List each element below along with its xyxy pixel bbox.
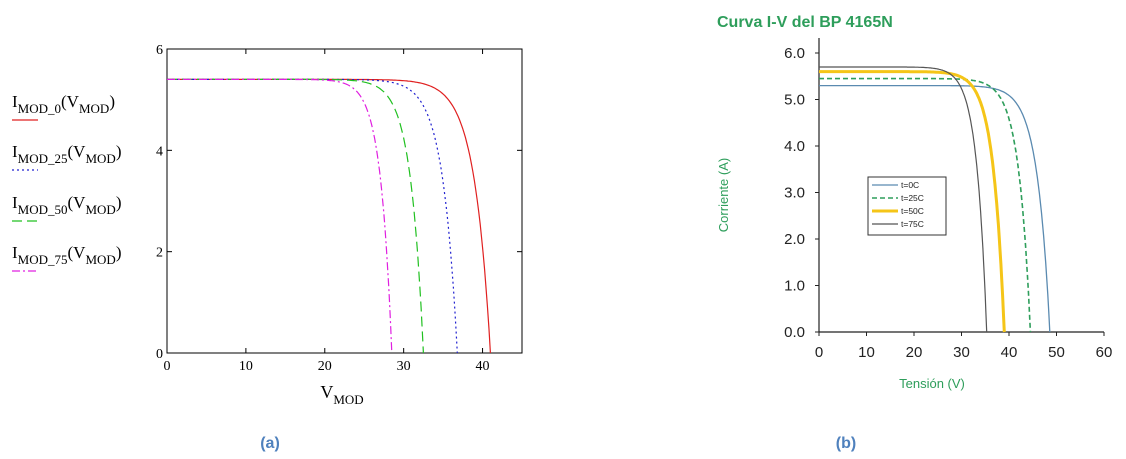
chart-b-legend-label-3: t=75C — [901, 219, 924, 229]
chart-b-legend-label-1: t=25C — [901, 193, 924, 203]
chart-b: Curva I-V del BP 4165N 0 10 20 30 40 50 60 0.0 1… — [716, 14, 1112, 391]
panel-label-a: (a) — [260, 435, 280, 452]
chart-a-series-0 — [167, 78, 491, 354]
chart-a-legend-entry-2: IMOD_50(VMOD) — [12, 193, 121, 217]
chart-b-legend: t=0C t=25C t=50C t=75C — [867, 176, 947, 236]
chart-b-series-lines — [818, 66, 1051, 333]
chart-a-series-3 — [167, 78, 393, 354]
chart-b-x-tick-label: 50 — [1048, 344, 1065, 361]
chart-b-y-tick-label: 4.0 — [784, 138, 805, 155]
chart-b-y-axis-label: Corriente (A) — [716, 158, 731, 232]
chart-b-x-tick-label: 20 — [906, 344, 923, 361]
chart-b-series-2 — [819, 70, 1006, 333]
chart-a-legend: IMOD_0(VMOD) IMOD_25(VMOD) IMOD_50(VMOD) IM… — [12, 92, 121, 272]
chart-b-legend-label-2: t=50C — [901, 206, 924, 216]
chart-b-x-tick-label: 40 — [1001, 344, 1018, 361]
chart-a-legend-entry-0: IMOD_0(VMOD) — [12, 92, 115, 116]
chart-a-legend-entry-3: IMOD_75(VMOD) — [12, 243, 121, 267]
chart-b-ticks: 0 10 20 30 40 50 60 0.0 1.0 2.0 3.0 4.0 5.0 6.0 — [784, 45, 1112, 361]
chart-b-y-tick-label: 0.0 — [784, 324, 805, 341]
chart-b-y-tick-label: 1.0 — [784, 278, 805, 295]
chart-b-series-1 — [819, 77, 1032, 333]
chart-a-legend-entry-1: IMOD_25(VMOD) — [12, 142, 121, 166]
chart-b-x-tick-label: 60 — [1096, 344, 1113, 361]
chart-a-series-1 — [167, 78, 458, 354]
chart-a-x-tick-label: 10 — [239, 359, 253, 374]
chart-b-y-tick-label: 5.0 — [784, 92, 805, 109]
chart-b-y-tick-label: 2.0 — [784, 231, 805, 248]
chart-a-x-tick-label: 30 — [397, 359, 411, 374]
chart-a-y-tick-label: 4 — [156, 144, 163, 159]
chart-a-y-tick-label: 2 — [156, 246, 163, 261]
chart-a-x-axis-label: VMOD — [320, 382, 363, 407]
chart-b-series-0 — [819, 84, 1051, 333]
chart-a-y-tick-label: 6 — [156, 43, 163, 58]
chart-a-plot-frame — [166, 48, 523, 354]
chart-a-x-tick-label: 40 — [476, 359, 490, 374]
chart-b-y-tick-label: 6.0 — [784, 45, 805, 62]
chart-b-y-tick-label: 3.0 — [784, 185, 805, 202]
chart-b-x-tick-label: 10 — [858, 344, 875, 361]
chart-a-series-lines — [167, 78, 491, 354]
panel-label-b: (b) — [836, 435, 856, 452]
chart-b-axes — [818, 38, 1104, 333]
chart-b-series-3 — [818, 66, 988, 333]
chart-b-x-tick-label: 30 — [953, 344, 970, 361]
chart-b-title: Curva I-V del BP 4165N — [717, 14, 893, 31]
chart-b-legend-label-0: t=0C — [901, 180, 919, 190]
chart-a: 0 10 20 30 40 0 2 4 6 VMOD IMOD_0(VMOD) IMOD_25(V… — [12, 43, 523, 407]
chart-b-x-tick-label: 0 — [815, 344, 823, 361]
chart-a-y-tick-label: 0 — [156, 347, 163, 362]
chart-b-x-axis-label: Tensión (V) — [899, 376, 965, 391]
chart-a-series-2 — [167, 78, 424, 354]
chart-a-x-tick-label: 0 — [164, 359, 171, 374]
chart-a-ticks: 0 10 20 30 40 0 2 4 6 — [156, 43, 522, 374]
chart-b-legend-box — [867, 176, 947, 236]
chart-a-x-tick-label: 20 — [318, 359, 332, 374]
